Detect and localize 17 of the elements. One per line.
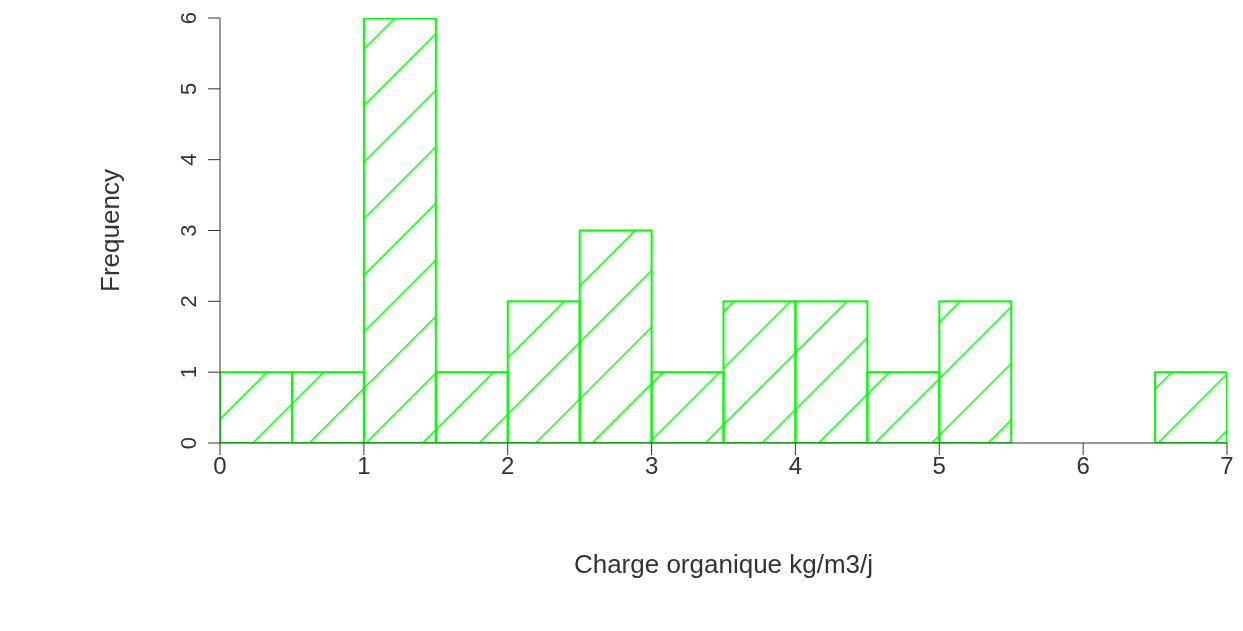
x-tick-label: 6 [1076,452,1090,480]
x-tick-label: 2 [501,452,515,480]
y-tick-label: 0 [176,436,201,450]
y-tick-label: 2 [176,295,201,308]
x-tick-label: 7 [1220,452,1234,480]
x-tick-label: 4 [788,452,803,480]
x-tick-label: 5 [932,452,946,480]
y-tick-label: 4 [176,153,201,166]
y-tick-label: 6 [176,11,201,25]
y-tick-label: 1 [176,366,201,379]
y-tick-label: 5 [176,82,201,95]
y-tick-label: 3 [176,224,201,237]
x-axis-title: Charge organique kg/m3/j [573,549,874,579]
x-tick-label: 0 [213,452,227,480]
x-tick-label: 1 [357,452,371,480]
x-tick-label: 3 [644,452,659,480]
y-axis-title: Frequency [95,169,126,292]
